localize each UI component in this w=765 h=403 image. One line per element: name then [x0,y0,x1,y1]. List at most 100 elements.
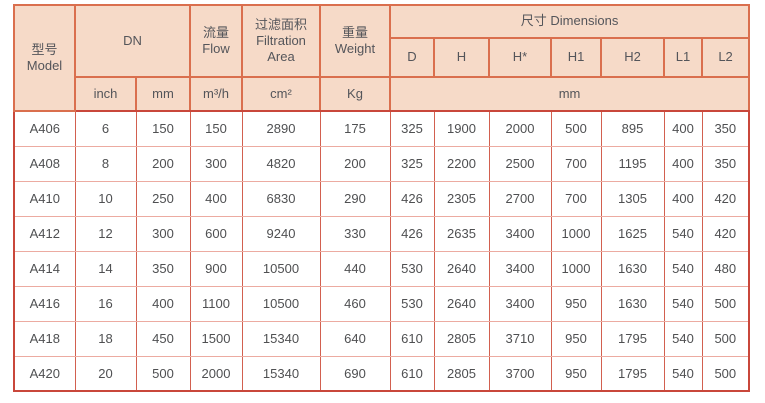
cell-value: 2805 [433,355,490,392]
table-row: A406 6 150 150 2890 175 325 1900 2000 500 895 400 35… [13,110,750,147]
cell-value: 3710 [488,320,552,357]
cell-value: 330 [319,215,391,252]
unit-mm: mm [135,76,191,112]
header-flow-cn: 流量 [202,24,229,40]
cell-value: 500 [135,355,191,392]
header-filtration-area: 过滤面积 Filtration Area [241,4,321,78]
cell-value: 540 [663,215,703,252]
cell-model: A416 [13,285,76,322]
cell-model: A406 [13,110,76,147]
cell-value: 290 [319,180,391,217]
header-weight-cn: 重量 [341,24,368,40]
cell-value: 2200 [433,145,490,182]
cell-value: 2805 [433,320,490,357]
cell-value: 3400 [488,250,552,287]
cell-value: 400 [663,145,703,182]
header-dim-h2: H2 [600,37,665,78]
cell-value: 420 [701,180,750,217]
cell-value: 6830 [241,180,321,217]
table-row: A416 16 400 1100 10500 460 530 2640 3400 950 1630 5… [13,285,750,322]
spec-table-body: A406 6 150 150 2890 175 325 1900 2000 500 895 400 35… [13,110,750,392]
cell-value: 400 [189,180,243,217]
header-model-cn: 型号 [31,41,58,57]
cell-model: A412 [13,215,76,252]
cell-value: 6 [74,110,137,147]
cell-value: 20 [74,355,137,392]
table-row: A420 20 500 2000 15340 690 610 2805 3700 950 1795 5… [13,355,750,392]
cell-value: 895 [600,110,665,147]
header-dim-h: H [433,37,490,78]
unit-area: cm² [241,76,321,112]
cell-value: 10500 [241,285,321,322]
cell-value: 3700 [488,355,552,392]
cell-value: 2305 [433,180,490,217]
cell-value: 2000 [189,355,243,392]
cell-value: 530 [389,285,435,322]
cell-model: A408 [13,145,76,182]
cell-value: 540 [663,355,703,392]
cell-value: 1630 [600,285,665,322]
header-weight-en: Weight [334,41,376,56]
header-model: 型号 Model [13,4,76,112]
cell-value: 1500 [189,320,243,357]
cell-value: 300 [135,215,191,252]
cell-value: 15340 [241,320,321,357]
cell-value: 460 [319,285,391,322]
header-filtration-en: Filtration Area [256,32,306,65]
header-dimensions-cn: 尺寸 [520,13,547,29]
header-model-en: Model [26,58,63,73]
cell-value: 2640 [433,285,490,322]
cell-value: 1195 [600,145,665,182]
cell-value: 325 [389,110,435,147]
header-row-1: 型号 Model DN 流量 Flow 过滤面积 Filtration Area… [13,4,751,112]
cell-value: 350 [701,110,750,147]
cell-value: 10500 [241,250,321,287]
cell-model: A418 [13,320,76,357]
cell-value: 400 [663,110,703,147]
cell-value: 3400 [488,215,552,252]
cell-value: 18 [74,320,137,357]
cell-value: 400 [135,285,191,322]
header-dim-hstar: H* [488,37,552,78]
cell-value: 200 [319,145,391,182]
header-filtration-cn: 过滤面积 [254,16,307,32]
cell-value: 426 [389,180,435,217]
cell-value: 1795 [600,355,665,392]
unit-dimensions: mm [388,76,751,112]
cell-value: 14 [74,250,137,287]
cell-value: 2640 [433,250,490,287]
cell-value: 540 [663,285,703,322]
cell-value: 530 [389,250,435,287]
cell-value: 10 [74,180,137,217]
cell-value: 12 [74,215,137,252]
header-dimensions: 尺寸 Dimensions [388,4,751,39]
cell-value: 426 [389,215,435,252]
table-row: A412 12 300 600 9240 330 426 2635 3400 1000 1625 54… [13,215,750,252]
cell-value: 4820 [241,145,321,182]
cell-value: 700 [550,180,602,217]
table-row: A414 14 350 900 10500 440 530 2640 3400 1000 1630 5… [13,250,750,287]
cell-value: 1000 [550,250,602,287]
header-dimensions-en: Dimensions [550,13,619,29]
cell-value: 900 [189,250,243,287]
cell-value: 200 [135,145,191,182]
cell-value: 450 [135,320,191,357]
cell-value: 540 [663,250,703,287]
header-dim-l1: L1 [663,37,703,78]
cell-value: 16 [74,285,137,322]
cell-value: 950 [550,355,602,392]
header-dim-h1: H1 [550,37,602,78]
unit-flow: m³/h [189,76,243,112]
cell-value: 250 [135,180,191,217]
cell-value: 350 [701,145,750,182]
cell-value: 2635 [433,215,490,252]
cell-value: 600 [189,215,243,252]
cell-value: 950 [550,320,602,357]
cell-value: 400 [663,180,703,217]
cell-value: 440 [319,250,391,287]
cell-value: 610 [389,320,435,357]
cell-value: 9240 [241,215,321,252]
cell-value: 500 [701,285,750,322]
cell-value: 1100 [189,285,243,322]
